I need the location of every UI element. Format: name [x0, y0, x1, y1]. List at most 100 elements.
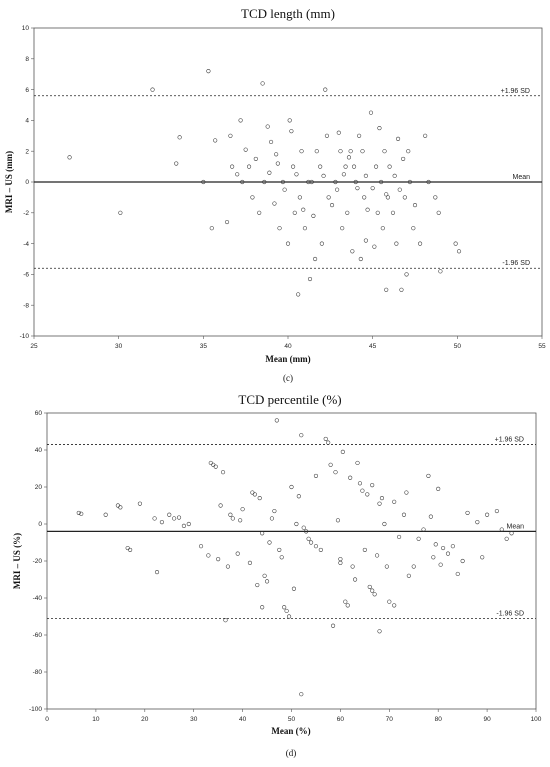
- data-point: [350, 249, 355, 254]
- data-point: [103, 512, 108, 517]
- x-tick-label: 20: [141, 716, 149, 723]
- data-point: [456, 249, 462, 254]
- data-point: [323, 436, 328, 441]
- data-point: [286, 614, 292, 619]
- data-point: [174, 161, 179, 166]
- data-point: [228, 512, 233, 517]
- data-point: [307, 276, 313, 282]
- y-tick-label: -2: [23, 210, 29, 217]
- y-tick-label: 8: [25, 56, 29, 63]
- data-point: [402, 195, 407, 200]
- data-point: [346, 155, 352, 160]
- data-point: [335, 518, 341, 523]
- data-point: [433, 542, 438, 547]
- data-point: [250, 195, 255, 200]
- data-point: [385, 195, 390, 200]
- reference-line-label: -1.96 SD: [502, 260, 530, 267]
- data-point: [350, 564, 355, 569]
- data-point: [287, 118, 292, 123]
- data-point: [384, 192, 389, 197]
- data-point: [172, 516, 177, 521]
- data-point: [299, 149, 304, 154]
- data-point: [384, 564, 389, 569]
- data-point: [269, 516, 275, 521]
- plot-frame-d: [46, 412, 537, 710]
- data-point: [177, 135, 182, 140]
- y-tick-label: -8: [23, 302, 29, 309]
- data-point: [365, 207, 370, 212]
- data-point: [438, 269, 443, 274]
- data-point: [260, 531, 265, 536]
- data-point: [397, 187, 402, 192]
- data-point: [379, 179, 384, 185]
- data-point: [313, 473, 319, 478]
- data-point: [264, 579, 270, 584]
- data-point: [324, 133, 330, 138]
- data-point: [509, 531, 514, 536]
- data-point: [455, 571, 460, 577]
- data-point: [314, 149, 319, 154]
- data-point: [392, 173, 397, 178]
- data-point: [262, 179, 267, 185]
- data-point: [504, 536, 509, 541]
- data-point: [154, 570, 160, 575]
- y-tick-label: -20: [33, 558, 43, 565]
- data-point: [301, 207, 306, 212]
- data-point: [338, 557, 343, 562]
- data-point: [375, 210, 380, 215]
- data-point: [268, 139, 274, 145]
- data-point: [367, 584, 372, 589]
- data-point: [323, 87, 328, 92]
- x-tick-label: 70: [386, 716, 394, 723]
- data-point: [370, 483, 375, 488]
- x-tick-label: 50: [454, 343, 462, 350]
- panel-d: TCD percentile (%) Mean (%) MRI – US (%)…: [12, 392, 542, 758]
- data-point: [319, 241, 324, 246]
- x-tick-label: 30: [115, 343, 123, 350]
- data-point: [321, 173, 326, 178]
- data-point: [302, 226, 308, 231]
- y-tick-label: -60: [33, 632, 43, 639]
- data-point: [291, 586, 297, 591]
- data-point: [252, 492, 257, 497]
- data-point: [257, 496, 262, 501]
- data-point: [380, 226, 385, 231]
- data-point: [289, 129, 294, 134]
- data-point: [353, 179, 358, 185]
- data-point: [304, 529, 309, 534]
- data-point: [433, 195, 438, 200]
- x-tick-label: 90: [483, 716, 491, 723]
- data-point: [343, 599, 348, 604]
- reference-line-label: +1.96 SD: [495, 436, 524, 443]
- data-point: [115, 503, 120, 508]
- data-point: [247, 560, 253, 565]
- data-point: [235, 172, 240, 177]
- data-point: [345, 603, 350, 608]
- y-tick-label: 10: [22, 25, 30, 32]
- y-tick-label: 0: [38, 521, 42, 528]
- data-point: [228, 133, 233, 138]
- y-axis-label-c: MRI – US (mm): [4, 151, 14, 213]
- data-point: [277, 547, 282, 552]
- data-points-c: [67, 69, 462, 297]
- y-tick-label: -6: [23, 272, 29, 279]
- data-point: [436, 210, 441, 215]
- data-point: [208, 460, 213, 466]
- data-point: [230, 516, 235, 521]
- x-tick-label: 40: [284, 343, 292, 350]
- data-point: [404, 490, 409, 495]
- data-point: [318, 164, 323, 169]
- data-point: [394, 241, 399, 246]
- data-point: [426, 473, 431, 478]
- data-point: [296, 494, 301, 499]
- data-point: [209, 226, 214, 231]
- y-tick-label: 60: [35, 410, 43, 417]
- x-tick-label: 0: [45, 716, 49, 723]
- data-point: [494, 508, 499, 514]
- data-point: [373, 164, 379, 169]
- reference-lines-d: +1.96 SD Mean -1.96 SD: [47, 436, 536, 619]
- data-point: [291, 164, 296, 169]
- data-point: [235, 551, 240, 556]
- data-point: [475, 520, 480, 525]
